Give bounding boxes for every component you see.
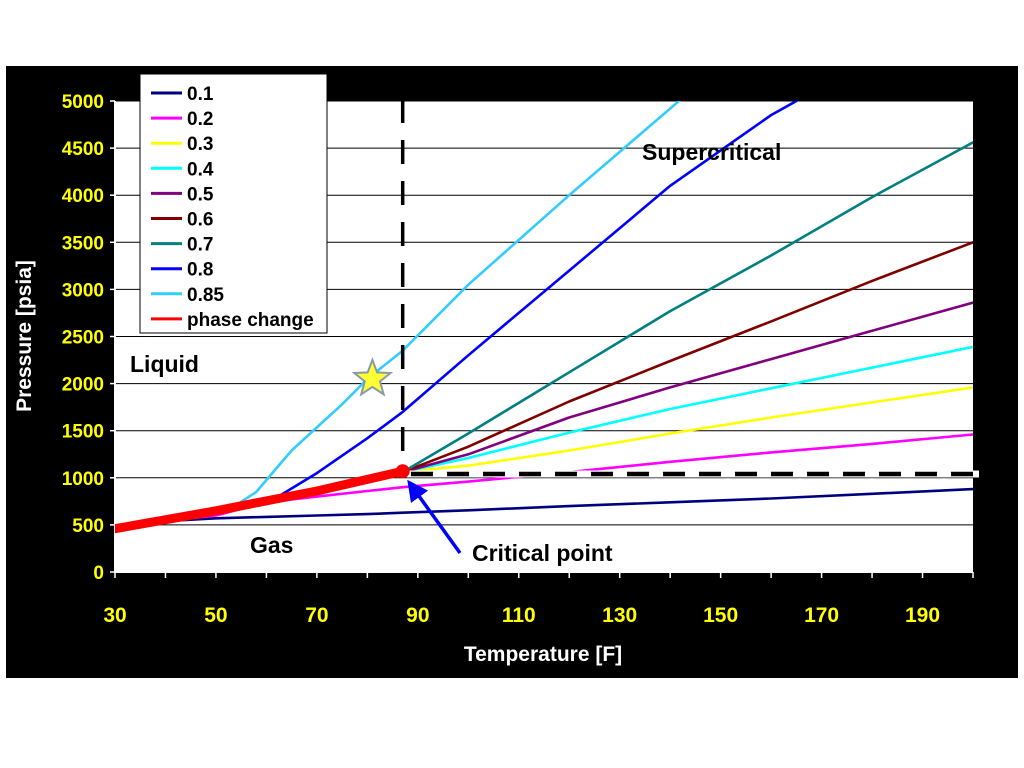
series-line-0.8: [224, 101, 800, 514]
series-line-0.5: [401, 301, 973, 474]
critical-point-arrow: [407, 479, 462, 555]
liquid-label: Liquid: [130, 351, 199, 377]
series-lines: [115, 101, 973, 534]
x-tick-label-190: 190: [905, 604, 940, 627]
series-line-0.6: [401, 241, 973, 474]
legend: 0.1 0.2 0.3 0.4 0.5 0.6 0.7 0.8 0.85 phase change: [139, 73, 328, 334]
series-line-0.3: [401, 386, 973, 474]
y-tick-label-1500: 1500: [62, 422, 104, 443]
legend-label-0.85: 0.85: [187, 285, 224, 306]
critical-point-label: Critical point: [472, 540, 613, 566]
x-tick-label-170: 170: [804, 604, 839, 627]
x-tick-label-130: 130: [602, 604, 637, 627]
legend-label-0.2: 0.2: [187, 109, 213, 130]
axes: [110, 100, 974, 578]
y-tick-label-4000: 4000: [62, 186, 104, 207]
legend-label-0.5: 0.5: [187, 184, 214, 205]
y-tick-label-3000: 3000: [62, 280, 104, 301]
x-tick-labels: 30 50 70 90 110 130 150 170 190: [103, 604, 940, 627]
x-tick-label-30: 30: [103, 604, 126, 627]
legend-label-0.7: 0.7: [187, 235, 213, 256]
series-line-0.2: [115, 433, 973, 531]
pressure-temperature-chart: 0 500 1000 1500 2000 2500 3000 3500 4000 4500 5000…: [13, 73, 979, 666]
legend-label-0.6: 0.6: [187, 210, 213, 231]
y-tick-label-3500: 3500: [62, 233, 104, 254]
series-line-0.7: [401, 141, 973, 474]
star-marker: [351, 357, 394, 397]
series-line-0.1: [115, 487, 973, 531]
legend-label-0.4: 0.4: [187, 159, 214, 180]
critical-point-marker: [395, 464, 410, 479]
x-axis-title: Temperature [F]: [464, 643, 622, 666]
overlays: [351, 99, 979, 555]
y-tick-label-0: 0: [93, 563, 104, 584]
supercritical-label: Supercritical: [642, 139, 781, 165]
x-tick-label-150: 150: [703, 604, 738, 627]
y-tick-label-1000: 1000: [62, 469, 104, 490]
y-tick-label-4500: 4500: [62, 139, 104, 160]
y-tick-label-500: 500: [72, 516, 104, 537]
legend-label-0.8: 0.8: [187, 260, 213, 281]
gas-label: Gas: [250, 532, 293, 558]
series-line-phase-change: [115, 466, 408, 534]
y-axis-title: Pressure [psia]: [13, 260, 36, 412]
series-line-0.4: [401, 345, 973, 474]
x-tick-label-90: 90: [406, 604, 429, 627]
chart-panel: 0 500 1000 1500 2000 2500 3000 3500 4000 4500 5000…: [6, 66, 1018, 678]
y-tick-labels: 0 500 1000 1500 2000 2500 3000 3500 4000 4500 5000: [62, 92, 104, 584]
y-tick-label-5000: 5000: [62, 92, 104, 113]
y-tick-label-2000: 2000: [62, 375, 104, 396]
legend-label-0.1: 0.1: [187, 84, 214, 105]
y-tick-label-2500: 2500: [62, 328, 104, 349]
legend-label-0.3: 0.3: [187, 134, 213, 155]
x-tick-label-50: 50: [204, 604, 227, 627]
x-tick-label-110: 110: [502, 604, 536, 627]
legend-label-phase-change: phase change: [187, 310, 314, 331]
x-tick-label-70: 70: [305, 604, 328, 627]
